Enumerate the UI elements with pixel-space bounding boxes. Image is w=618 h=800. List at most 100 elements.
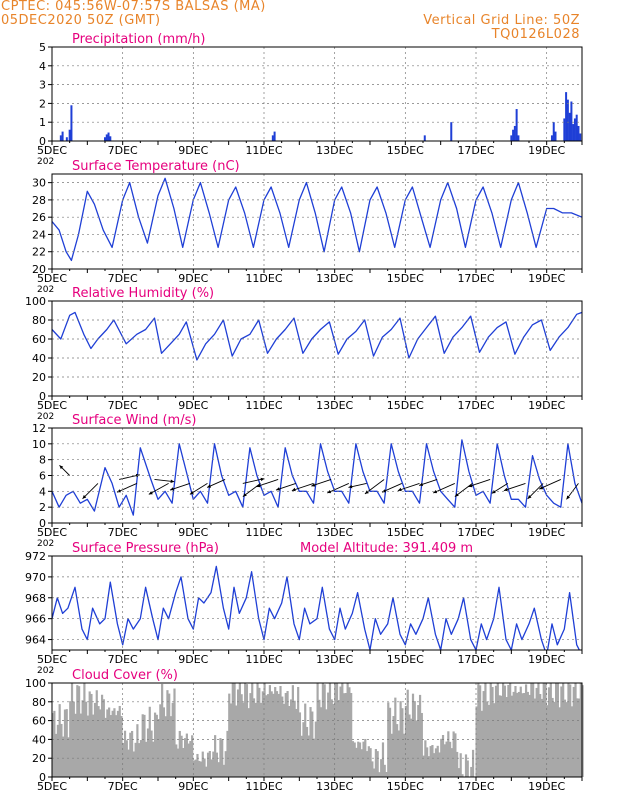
precip-bar [70,105,73,141]
cloud-bar [570,706,574,777]
precip-bar [577,125,580,141]
cloud-bar [254,702,257,777]
cloud-bar [496,683,499,777]
y-tick-label: 22 [32,246,46,259]
cloud-bar [122,742,125,777]
y-tick-label: 8 [39,454,46,467]
x-tick-label: 5DEC [37,144,67,157]
y-tick-label: 12 [32,422,46,435]
cloud-bar [321,683,324,777]
panel-temp [48,173,583,273]
cloud-bar [558,707,561,777]
cloud-bar [78,686,81,777]
precip-bar [273,131,276,141]
cloud-bar [493,703,496,777]
temp-title: Surface Temperature (nC) [72,159,240,174]
cloud-bar [524,684,528,777]
cloud-bar [302,722,305,777]
cloud-bar [348,687,351,777]
y-tick-label: 0 [39,771,46,784]
x-tick-label: 15DEC [387,144,424,157]
station-info: CPTEC: 045:56W-07:57S BALSAS (MA) [1,0,266,14]
cloud-bar [275,691,279,777]
cloud-bar [420,712,423,777]
wind-arrowhead [364,490,369,494]
x-tick-label: 13DEC [316,272,353,285]
cloud-bar [116,710,120,777]
cloud-bar [249,693,252,777]
cloud-bar [378,772,381,777]
x-tick-label: 9DEC [178,144,208,157]
cloud-bar [168,693,171,777]
wind-vector-arrow [291,482,314,492]
precip-bar [105,134,108,141]
x-tick-label: 5DEC [37,272,67,285]
wind-vector-arrow [242,483,261,497]
cloud-bar [166,690,169,777]
y-tick-label: 100 [25,677,46,690]
cloud-bar [530,683,533,777]
y-tick-label: 26 [32,211,46,224]
wind-arrowhead [148,491,153,495]
cloud-bar [175,744,178,777]
cloud-bar [581,685,584,777]
cloud-bar [244,683,247,777]
cloud-bar [429,746,432,777]
x-tick-label: 11DEC [245,144,282,157]
x-year-label: 202 [37,412,54,422]
x-tick-label: 13DEC [316,399,353,412]
cloud-bar [233,683,236,777]
cloud-bar [90,693,93,777]
y-tick-label: 28 [32,194,46,207]
cloud-bar [238,683,241,777]
pres-series-line [52,565,581,650]
cloud-bar [138,743,141,777]
cloud-bar [65,709,68,777]
wind-arrowhead [170,479,175,483]
x-tick-label: 11DEC [245,653,282,666]
cloud-bar [263,683,266,777]
cloud-bar [470,766,473,777]
precip-bar [104,137,106,141]
precip-bar [554,131,557,141]
cloud-bar [95,690,98,777]
wind-arrowhead [170,487,174,491]
cloud-bar [392,716,395,777]
cloud-bar [210,759,213,777]
wind-arrowhead [291,487,296,492]
cloud-bar [314,721,317,777]
cloud-bar [307,735,310,777]
cloud-bar [539,694,542,777]
x-tick-label: 17DEC [457,399,494,412]
wind-series-line [52,439,582,516]
precip-bar [450,122,453,141]
cloud-bar [85,701,88,777]
cloud-bar [544,683,547,777]
cloud-bar [169,716,173,777]
cloud-bar [231,683,234,777]
x-tick-label: 13DEC [316,144,353,157]
pres-subtitle: Model Altitude: 391.409 m [300,541,473,556]
wind-vector-arrow [433,483,455,494]
cloud-bar [189,741,192,777]
cloud-bar [445,741,448,777]
wind-vector-arrow [397,482,420,492]
x-tick-label: 11DEC [245,399,282,412]
cloud-bar [546,705,549,777]
y-tick-label: 4 [39,485,46,498]
cloud-bar [245,684,249,777]
precip-bar [68,129,71,141]
cloud-bar [258,687,261,777]
panel-pres [48,555,583,654]
cloud-bar [560,686,563,777]
cloud-bar [332,703,335,777]
cloud-bar [424,740,427,777]
cloud-bar [60,723,63,777]
grid-line-note: Vertical Grid Line: 50Z [423,13,580,28]
cloud-bar [113,708,116,777]
cloud-bar [334,683,337,777]
cloud-bar [291,685,294,777]
cloud-bar [191,735,194,777]
precip-bar [61,131,64,141]
